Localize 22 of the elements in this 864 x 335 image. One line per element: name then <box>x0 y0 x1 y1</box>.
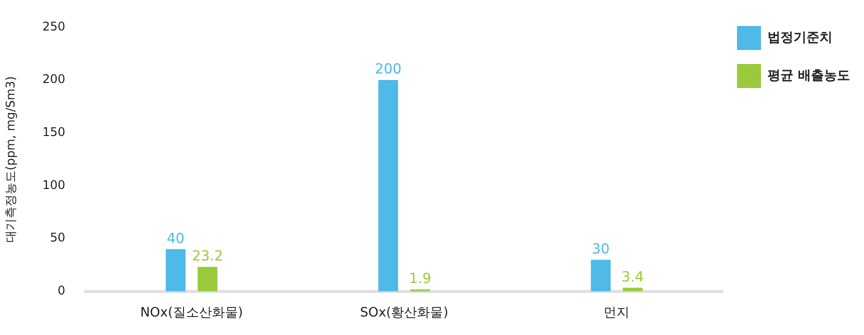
x-tick-label: 먼지 <box>604 306 630 321</box>
y-tick-label: 150 <box>42 125 66 140</box>
y-tick-label: 200 <box>42 72 66 86</box>
bar <box>198 266 218 292</box>
legend-label: 평균 배출농도 <box>767 68 850 84</box>
y-tick-label: 50 <box>50 230 66 245</box>
y-tick-label: 0 <box>58 284 66 298</box>
y-tick-label: 250 <box>42 19 66 34</box>
x-tick-label: SOx(황산화물) <box>360 306 448 321</box>
data-label: 40 <box>166 230 185 247</box>
data-label: 1.9 <box>408 271 432 288</box>
bar <box>590 260 611 292</box>
x-tick-label: NOx(질소산화물) <box>140 306 243 321</box>
data-label: 200 <box>374 62 402 78</box>
bar <box>166 249 186 292</box>
data-label: 30 <box>592 241 610 258</box>
data-label: 23.2 <box>192 248 224 265</box>
bar <box>378 80 398 292</box>
y-axis-title: 대기측정농도(ppm, mg/Sm3) <box>3 76 18 242</box>
data-label: 3.4 <box>622 269 644 286</box>
legend-label: 법정기준치 <box>767 30 832 46</box>
y-tick-label: 100 <box>42 178 66 192</box>
